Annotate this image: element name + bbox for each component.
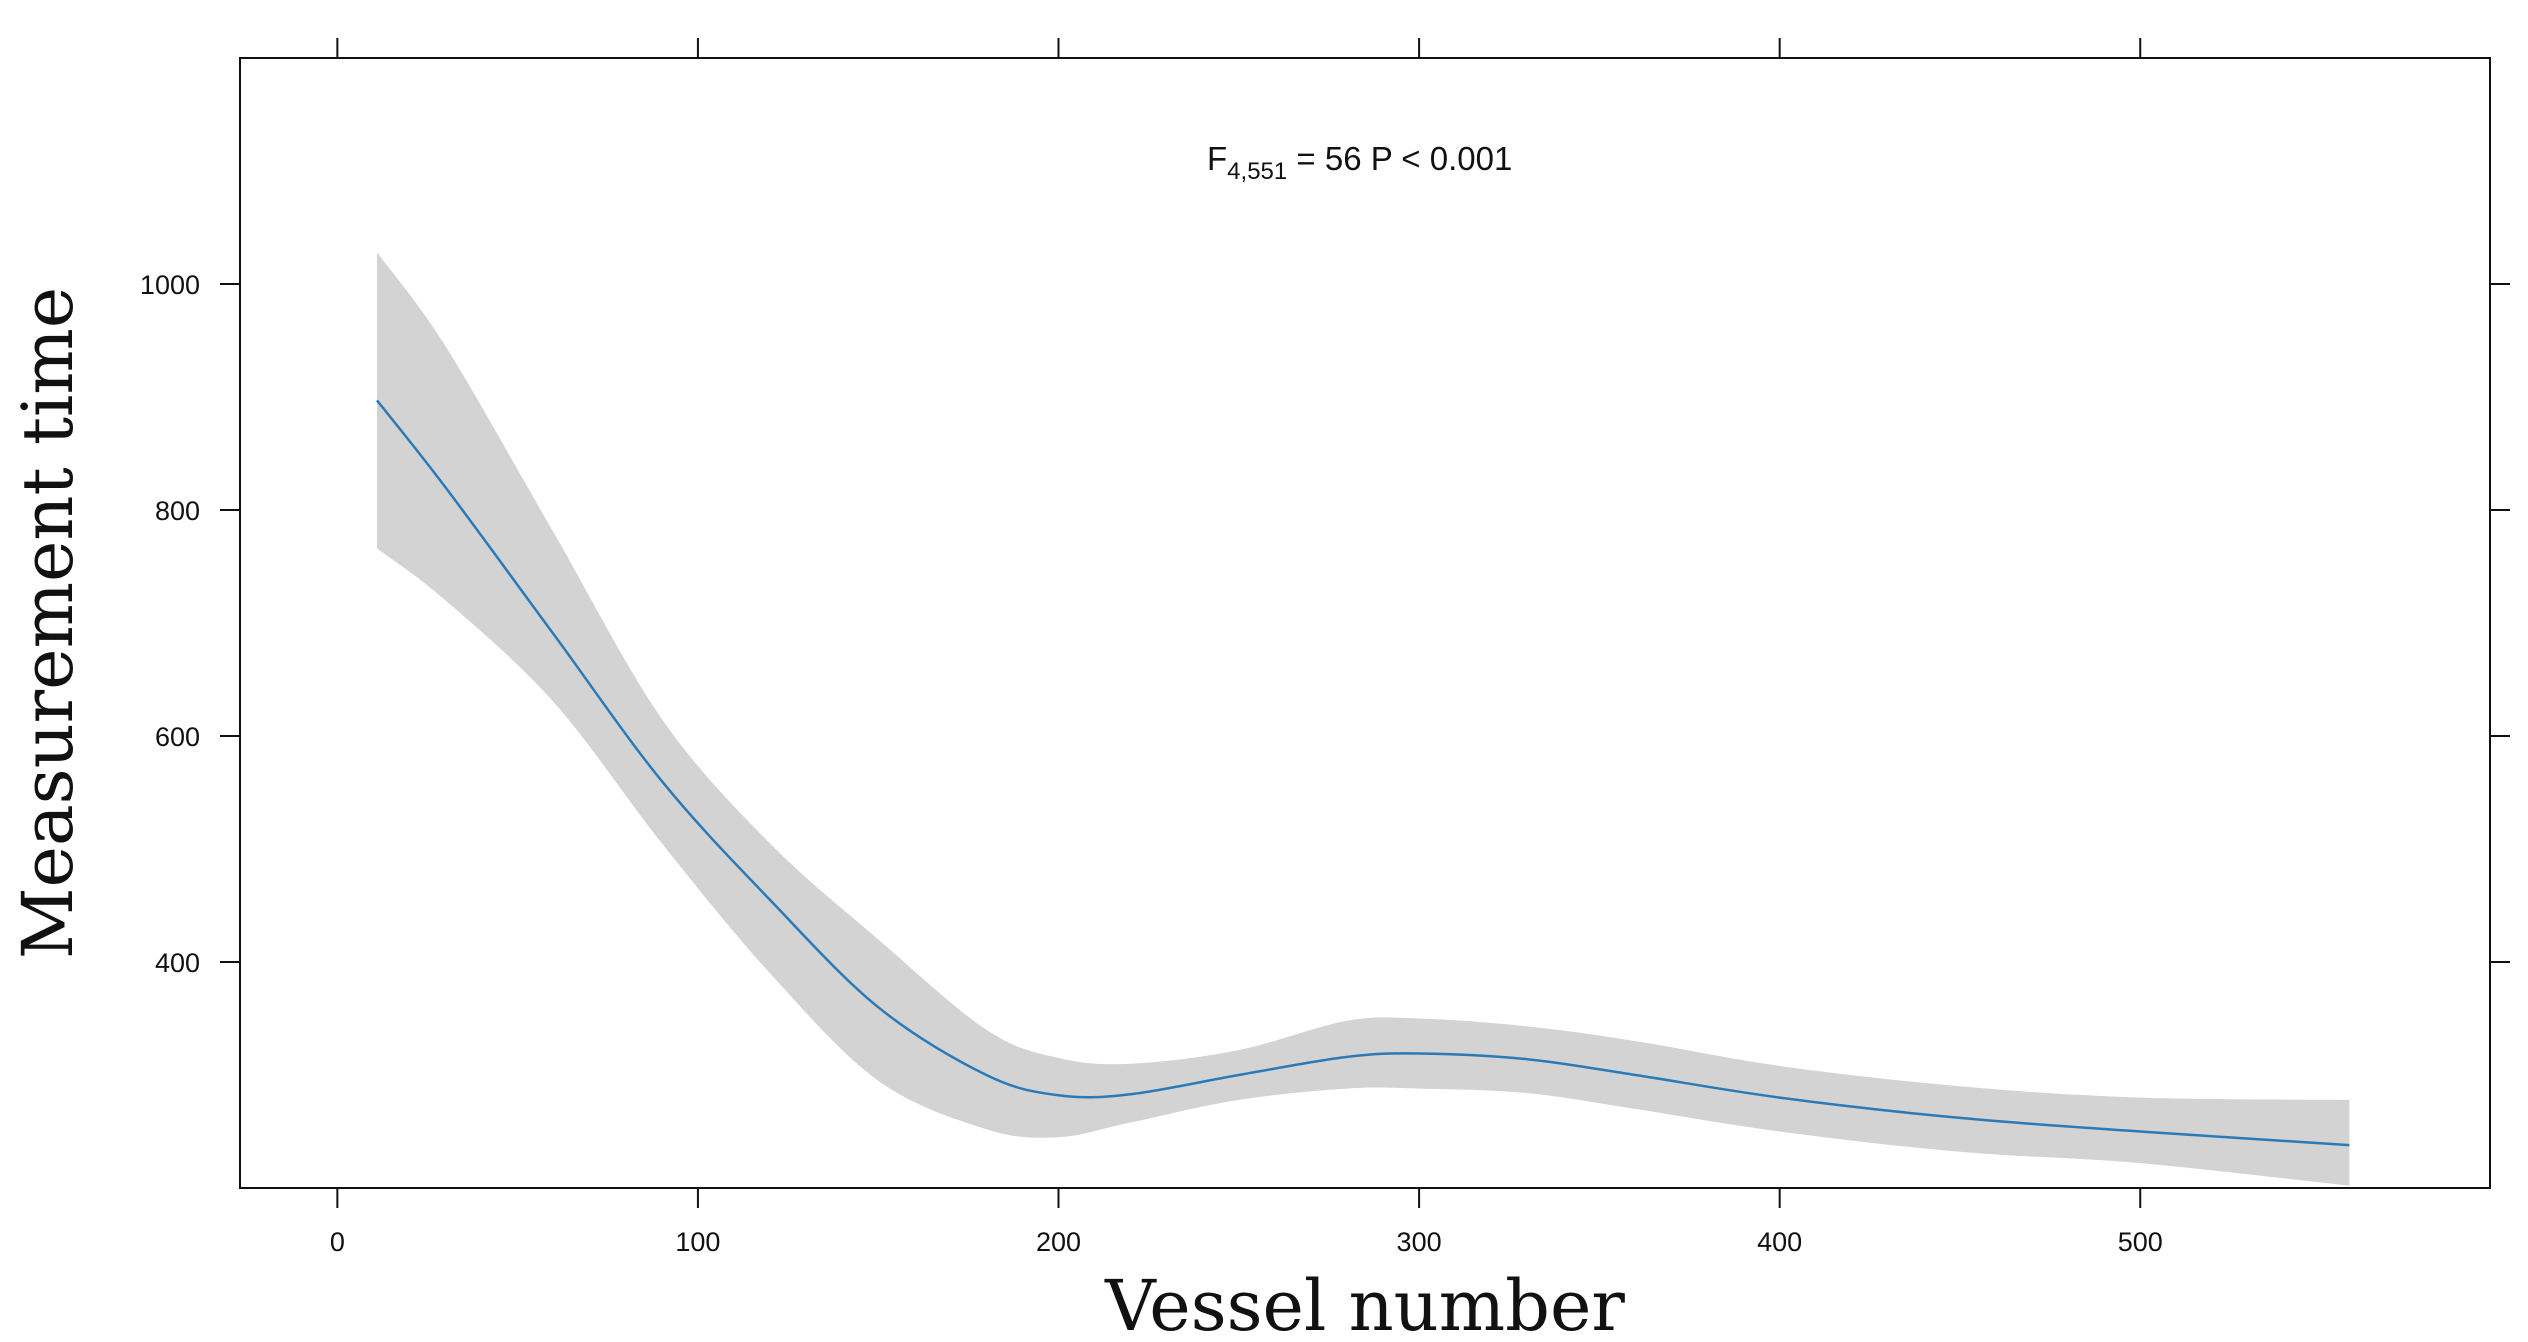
x-tick-label: 300 xyxy=(1397,1227,1442,1257)
y-tick-label: 400 xyxy=(155,948,200,978)
y-tick-label: 800 xyxy=(155,496,200,526)
annotation-rest: = 56 P < 0.001 xyxy=(1287,140,1512,177)
x-axis-title: Vessel number xyxy=(1104,1265,1625,1342)
trend-line xyxy=(376,399,2350,1147)
x-axis-ticks: 0 100 200 300 400 500 xyxy=(330,38,2163,1257)
annotation-f-statistic: F4,551 = 56 P < 0.001 xyxy=(1207,140,1512,185)
y-tick-label: 1000 xyxy=(140,270,200,300)
x-tick-label: 200 xyxy=(1036,1227,1081,1257)
annotation-main: F xyxy=(1207,140,1227,177)
x-tick-label: 400 xyxy=(1757,1227,1802,1257)
x-tick-label: 500 xyxy=(2118,1227,2163,1257)
y-tick-label: 600 xyxy=(155,722,200,752)
x-tick-label: 0 xyxy=(330,1227,345,1257)
x-tick-label: 100 xyxy=(675,1227,720,1257)
trend-line-layer xyxy=(376,399,2350,1147)
confidence-band xyxy=(377,252,2350,1186)
y-axis-ticks: 400 600 800 1000 xyxy=(140,270,2510,978)
plot-frame xyxy=(239,57,2491,1189)
y-axis-title: Measurement time xyxy=(7,287,89,959)
confidence-band-layer xyxy=(377,252,2350,1186)
annotation-subscript: 4,551 xyxy=(1227,158,1287,185)
